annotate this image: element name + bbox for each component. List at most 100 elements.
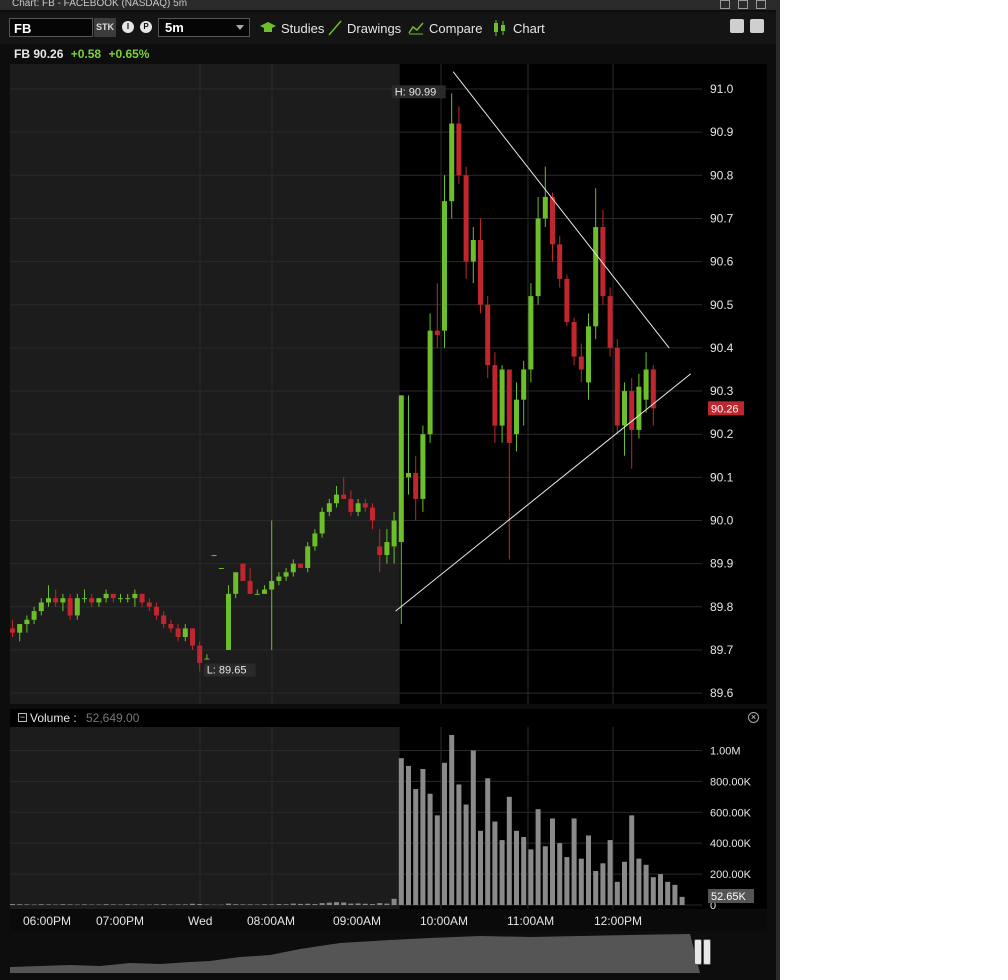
volume-chart[interactable]: 1.00M 800.00K 600.00K 400.00K 200.00K 052.65K (10, 727, 767, 912)
volume-bar (578, 858, 584, 905)
collapse-icon[interactable]: − (18, 712, 27, 722)
price-panel[interactable]: 91.0 90.9 90.8 90.7 90.6 90.5 90.4 90.3 90.2 90.1… (10, 64, 767, 704)
chart-button[interactable]: Chart (492, 18, 545, 38)
volume-bar (485, 778, 491, 905)
candle-body (74, 598, 80, 616)
candle-body (96, 598, 102, 603)
volume-bar (478, 830, 483, 905)
volume-tick: 200.00K (710, 869, 752, 881)
volume-bar (427, 793, 433, 905)
volume-bar (110, 904, 116, 905)
compare-button[interactable]: Compare (408, 18, 482, 38)
sec-type-badge[interactable]: STK (94, 18, 116, 37)
volume-bar (571, 818, 577, 905)
volume-bar (60, 904, 66, 905)
period-select[interactable]: 5m (158, 18, 250, 37)
symbol-input[interactable]: FB (9, 18, 93, 37)
navigator-left-handle[interactable] (694, 939, 702, 965)
studies-button[interactable]: Studies (260, 18, 324, 38)
volume-tick: 400.00K (710, 838, 752, 850)
volume-value: 52,649.00 (86, 711, 140, 725)
navigator-right-handle[interactable] (703, 939, 711, 965)
volume-bar (600, 863, 606, 905)
volume-bar (341, 902, 347, 905)
candle-body (168, 624, 174, 629)
volume-bar (305, 903, 311, 905)
volume-bar (46, 904, 51, 905)
restore-icon[interactable] (720, 0, 730, 9)
volume-bar (535, 809, 541, 905)
volume-bar (82, 904, 87, 905)
compare-label: Compare (429, 20, 483, 36)
time-tick: Wed (188, 914, 213, 928)
navigator[interactable] (10, 931, 767, 973)
candle-body (276, 576, 282, 581)
maximize-icon[interactable] (738, 0, 748, 9)
volume-bar (398, 758, 404, 905)
volume-bar (262, 904, 267, 905)
volume-bar (449, 735, 455, 905)
volume-bar (17, 904, 23, 905)
close-icon[interactable] (756, 0, 766, 9)
volume-bar (10, 904, 15, 905)
navigator-overview (10, 934, 700, 973)
volume-title: Volume (30, 711, 71, 725)
time-tick: 09:00AM (333, 914, 382, 928)
volume-bar (377, 903, 383, 905)
price-tick: 91.0 (710, 82, 734, 96)
time-tick: 08:00AM (247, 914, 296, 928)
candle-body (456, 123, 462, 176)
price-tick: 89.9 (710, 557, 734, 571)
price-tick: 90.2 (710, 427, 734, 441)
compare-chart-icon (408, 22, 424, 35)
volume-bar (406, 765, 411, 905)
volume-panel[interactable]: 1.00M 800.00K 600.00K 400.00K 200.00K 0 52.65K (10, 727, 767, 912)
candle-body (226, 593, 231, 650)
volume-bar (528, 849, 534, 905)
candle-body (67, 598, 73, 616)
volume-bar (103, 904, 109, 905)
title-bar: Chart: FB - FACEBOOK (NASDAQ) 5m (0, 0, 776, 10)
candle-body (478, 240, 483, 305)
price-chart[interactable]: 91.0 90.9 90.8 90.7 90.6 90.5 90.4 90.3 90.2 90.1… (10, 64, 767, 704)
candle-body (384, 542, 390, 556)
link-icon[interactable] (750, 19, 764, 33)
candle-body (607, 296, 613, 348)
volume-bar (362, 903, 368, 905)
quote-change-pct: +0.65% (108, 47, 150, 61)
low-label: L: 89.65 (207, 665, 247, 677)
price-tick: 89.8 (710, 600, 734, 614)
volume-bar (312, 904, 318, 905)
volume-bar (348, 903, 354, 905)
volume-bar (197, 904, 203, 905)
candle-body (269, 580, 275, 590)
candlestick-icon (494, 20, 505, 36)
close-study-icon[interactable]: × (748, 712, 759, 723)
drawings-button[interactable]: Drawings (328, 18, 401, 38)
dropdown-menu-icon[interactable] (730, 19, 744, 33)
trendline (395, 373, 692, 612)
candle-body (413, 473, 419, 499)
window-title: Chart: FB - FACEBOOK (NASDAQ) 5m (12, 0, 188, 9)
p-icon[interactable]: P (140, 21, 152, 33)
candle-body (254, 593, 260, 595)
candle-body (506, 369, 512, 443)
candle-body (60, 598, 66, 603)
candle-body (326, 503, 332, 512)
info-icon[interactable]: I (122, 21, 134, 33)
volume-bar (506, 796, 512, 905)
last-volume-label: 52.65K (711, 891, 747, 903)
studies-label: Studies (281, 20, 325, 36)
candle-body (377, 546, 383, 556)
volume-tick: 600.00K (710, 807, 752, 819)
candle-body (31, 611, 37, 620)
volume-bar (161, 904, 167, 905)
last-price-tag (708, 401, 744, 416)
candle-body (420, 434, 426, 499)
candle-body (38, 602, 44, 612)
candle-body (298, 563, 303, 568)
quote-price: 90.26 (33, 47, 64, 61)
candle-body (190, 628, 195, 646)
volume-bar (442, 762, 447, 905)
volume-bar (384, 903, 390, 905)
